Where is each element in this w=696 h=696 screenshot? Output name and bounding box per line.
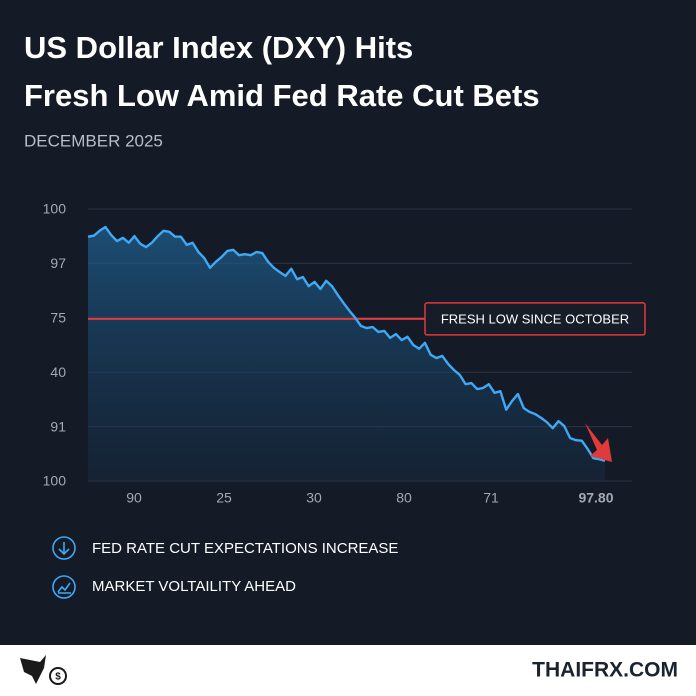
- plot: 100 97 75 40 91 100 90 25 30 80 71 97.80 FRESH LOW S…: [43, 201, 646, 506]
- bullet-text: FED RATE CUT EXPECTATIONS INCREASE: [92, 540, 398, 557]
- subtitle: DECEMBER 2025: [24, 131, 163, 150]
- bullet-icon: [52, 536, 76, 560]
- bullet-icon: [52, 575, 76, 599]
- title-line: US Dollar Index (DXY) Hits: [24, 30, 413, 65]
- logo: $: [20, 655, 67, 685]
- x-tick-label: 71: [483, 490, 499, 506]
- bullet-text: MARKET VOLTAILITY AHEAD: [92, 578, 296, 595]
- x-tick-label: 30: [306, 490, 322, 506]
- brand: THAIFRX.COM: [532, 659, 678, 682]
- annotation-box: [424, 302, 646, 336]
- line: [87, 225, 606, 463]
- y-tick-label: 75: [50, 310, 66, 326]
- y-tick-label: 40: [50, 364, 66, 380]
- y-tick-label: 97: [50, 255, 66, 271]
- x-tick-label: 80: [396, 490, 412, 506]
- y-tick-label: 100: [43, 473, 67, 489]
- y-tick-label: 100: [43, 201, 67, 217]
- footer: [0, 645, 696, 696]
- x-tick-label: 25: [216, 490, 232, 506]
- area: [88, 227, 605, 481]
- svg-text:$: $: [55, 672, 61, 683]
- arrow: [585, 423, 612, 462]
- y-tick-label: 91: [50, 418, 66, 434]
- annotation: FRESH LOW SINCE OCTOBER: [441, 311, 629, 326]
- title-line: Fresh Low Amid Fed Rate Cut Bets: [24, 78, 540, 113]
- x-tick-label: 97.80: [578, 490, 613, 506]
- x-tick-label: 90: [126, 490, 142, 506]
